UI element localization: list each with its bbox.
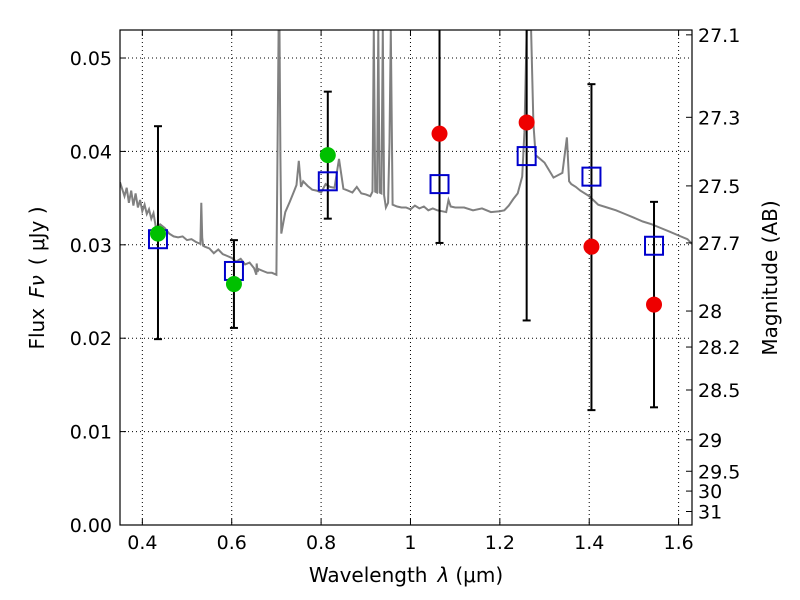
- x-tick-label: 1: [404, 532, 416, 554]
- error-bar: [522, 30, 531, 322]
- y-tick-label: 0.00: [70, 515, 112, 537]
- model-flux-marker: [644, 235, 665, 256]
- magnitude-tick-label: 27.5: [698, 176, 740, 198]
- y-tick-label: 0.05: [70, 48, 112, 70]
- y-axis-ticks: 0.00 0.01 0.02 0.03 0.04 0.05: [70, 48, 126, 537]
- magnitude-tick-label: 27.1: [698, 25, 740, 47]
- error-bars: [153, 30, 659, 412]
- template-spectrum-line: [120, 30, 692, 277]
- magnitude-tick-label: 28.5: [698, 380, 740, 402]
- x-axis-ticks: 0.4 0.6 0.8 1 1.2 1.4 1.6: [127, 30, 694, 554]
- error-bar: [435, 30, 444, 244]
- y-tick-label: 0.03: [70, 235, 112, 257]
- magnitude-tick-label: 29: [698, 430, 722, 452]
- model-flux-marker: [317, 171, 338, 192]
- magnitude-tick-label: 28.2: [698, 337, 740, 359]
- observed-flux-marker: [583, 238, 600, 255]
- magnitude-tick-label: 27.3: [698, 107, 740, 129]
- observed-flux-marker: [319, 147, 336, 164]
- plot-frame: [119, 29, 693, 526]
- y-tick-label: 0.04: [70, 141, 112, 163]
- observed-flux-marker: [518, 114, 535, 131]
- x-tick-label: 0.4: [127, 532, 157, 554]
- magnitude-tick-label: 28: [698, 301, 722, 323]
- x-tick-label: 0.6: [217, 532, 247, 554]
- data-markers: [147, 114, 665, 313]
- x-tick-label: 1.6: [663, 532, 693, 554]
- y-tick-label: 0.01: [70, 422, 112, 444]
- model-flux-marker: [429, 174, 450, 195]
- y-axis-label: FluxFν( μJy ): [25, 206, 49, 349]
- x-tick-label: 1.4: [574, 532, 604, 554]
- observed-flux-marker: [149, 225, 166, 242]
- x-tick-label: 0.8: [306, 532, 336, 554]
- y-tick-label: 0.02: [70, 328, 112, 350]
- observed-flux-marker: [431, 125, 448, 142]
- observed-flux-marker: [646, 296, 663, 313]
- magnitude-tick-label: 31: [698, 502, 722, 524]
- model-flux-marker: [516, 146, 537, 167]
- grid-lines: [120, 30, 692, 526]
- magnitude-axis-label: Magnitude (AB): [758, 200, 782, 355]
- model-flux-marker: [581, 166, 602, 187]
- magnitude-tick-label: 30: [698, 481, 722, 503]
- observed-flux-marker: [225, 276, 242, 293]
- plot-area: [120, 30, 692, 412]
- magnitude-tick-label: 29.5: [698, 461, 740, 483]
- x-axis-label: Wavelength λ (μm): [309, 563, 503, 587]
- x-tick-label: 1.2: [485, 532, 515, 554]
- magnitude-tick-label: 27.7: [698, 233, 740, 255]
